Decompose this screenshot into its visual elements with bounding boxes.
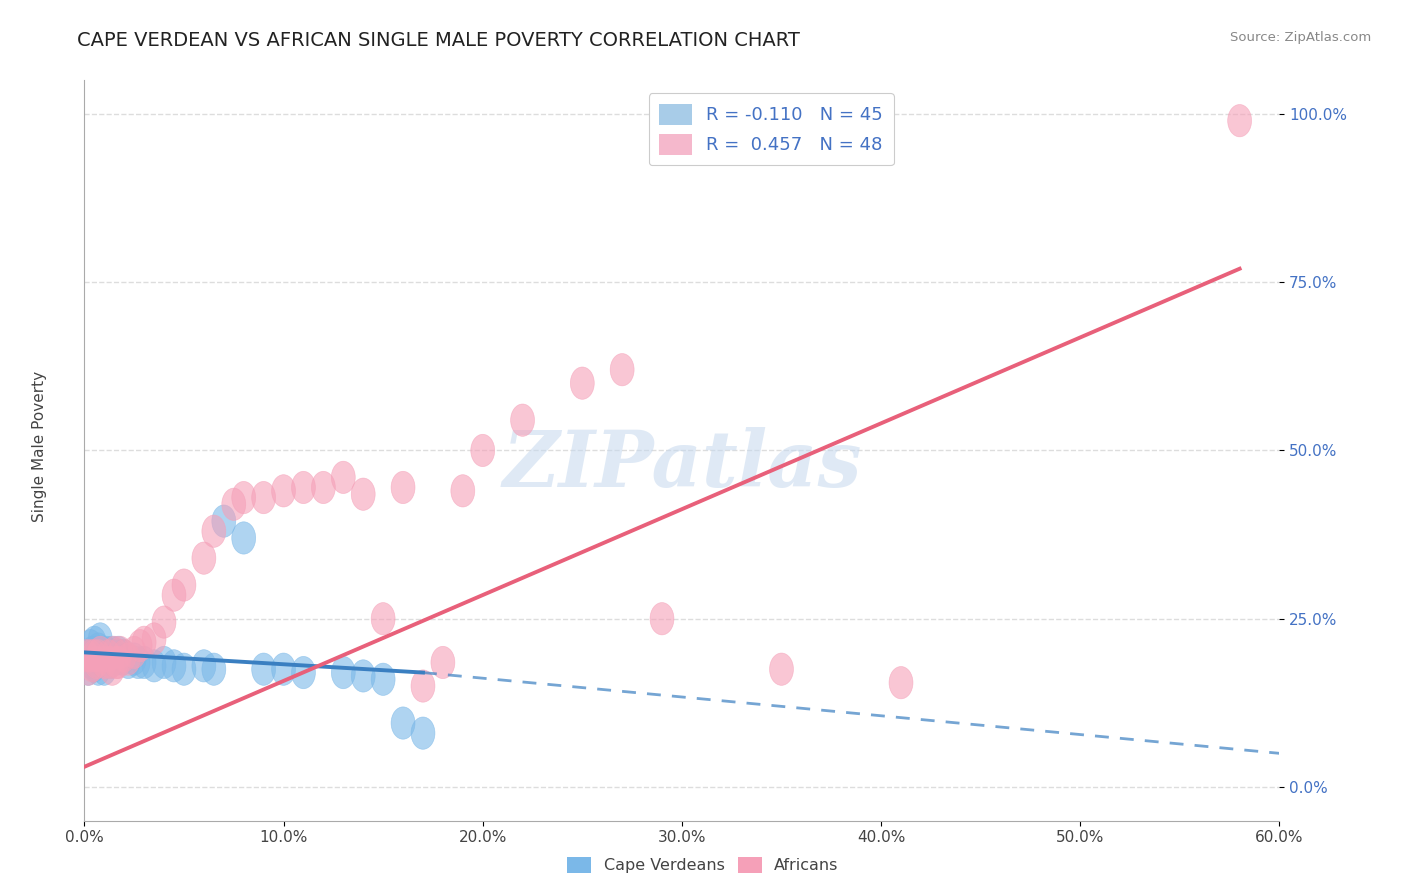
Ellipse shape bbox=[252, 653, 276, 685]
Legend: R = -0.110   N = 45, R =  0.457   N = 48: R = -0.110 N = 45, R = 0.457 N = 48 bbox=[648, 93, 894, 165]
Ellipse shape bbox=[112, 640, 136, 672]
Ellipse shape bbox=[108, 640, 132, 672]
Ellipse shape bbox=[432, 647, 456, 679]
Ellipse shape bbox=[162, 579, 186, 611]
Ellipse shape bbox=[571, 367, 595, 400]
Ellipse shape bbox=[889, 666, 912, 698]
Ellipse shape bbox=[75, 640, 98, 672]
Ellipse shape bbox=[252, 482, 276, 514]
Ellipse shape bbox=[89, 623, 112, 655]
Ellipse shape bbox=[100, 653, 124, 685]
Ellipse shape bbox=[127, 647, 150, 679]
Ellipse shape bbox=[98, 647, 122, 679]
Ellipse shape bbox=[103, 636, 127, 668]
Ellipse shape bbox=[96, 640, 121, 672]
Ellipse shape bbox=[291, 471, 315, 504]
Ellipse shape bbox=[83, 626, 107, 658]
Ellipse shape bbox=[271, 653, 295, 685]
Ellipse shape bbox=[98, 647, 122, 679]
Ellipse shape bbox=[172, 653, 195, 685]
Ellipse shape bbox=[610, 353, 634, 386]
Ellipse shape bbox=[271, 475, 295, 507]
Ellipse shape bbox=[232, 522, 256, 554]
Ellipse shape bbox=[104, 643, 128, 675]
Ellipse shape bbox=[107, 647, 131, 679]
Ellipse shape bbox=[451, 475, 475, 507]
Ellipse shape bbox=[122, 643, 146, 675]
Ellipse shape bbox=[79, 630, 103, 662]
Ellipse shape bbox=[76, 653, 100, 685]
Ellipse shape bbox=[100, 636, 124, 668]
Text: CAPE VERDEAN VS AFRICAN SINGLE MALE POVERTY CORRELATION CHART: CAPE VERDEAN VS AFRICAN SINGLE MALE POVE… bbox=[77, 31, 800, 50]
Ellipse shape bbox=[411, 670, 434, 702]
Ellipse shape bbox=[222, 488, 246, 520]
Ellipse shape bbox=[132, 626, 156, 658]
Ellipse shape bbox=[332, 657, 356, 689]
Ellipse shape bbox=[202, 653, 226, 685]
Ellipse shape bbox=[79, 647, 103, 679]
Ellipse shape bbox=[332, 461, 356, 493]
Ellipse shape bbox=[75, 640, 98, 672]
Ellipse shape bbox=[769, 653, 793, 685]
Text: Source: ZipAtlas.com: Source: ZipAtlas.com bbox=[1230, 31, 1371, 45]
Ellipse shape bbox=[104, 647, 128, 679]
Ellipse shape bbox=[212, 505, 236, 537]
Ellipse shape bbox=[1227, 104, 1251, 136]
Ellipse shape bbox=[371, 603, 395, 635]
Ellipse shape bbox=[142, 623, 166, 655]
Ellipse shape bbox=[193, 542, 217, 574]
Ellipse shape bbox=[79, 640, 103, 672]
Ellipse shape bbox=[510, 404, 534, 436]
Ellipse shape bbox=[291, 657, 315, 689]
Ellipse shape bbox=[172, 569, 195, 601]
Ellipse shape bbox=[107, 636, 131, 668]
Ellipse shape bbox=[411, 717, 434, 749]
Ellipse shape bbox=[391, 706, 415, 739]
Ellipse shape bbox=[352, 660, 375, 692]
Ellipse shape bbox=[312, 471, 336, 504]
Ellipse shape bbox=[352, 478, 375, 510]
Ellipse shape bbox=[110, 643, 134, 675]
Ellipse shape bbox=[84, 647, 108, 679]
Ellipse shape bbox=[86, 640, 110, 672]
Legend: Cape Verdeans, Africans: Cape Verdeans, Africans bbox=[561, 850, 845, 880]
Ellipse shape bbox=[202, 515, 226, 548]
Text: Single Male Poverty: Single Male Poverty bbox=[32, 370, 46, 522]
Ellipse shape bbox=[152, 606, 176, 639]
Ellipse shape bbox=[132, 647, 156, 679]
Ellipse shape bbox=[103, 640, 127, 672]
Ellipse shape bbox=[128, 630, 152, 662]
Ellipse shape bbox=[117, 647, 141, 679]
Ellipse shape bbox=[193, 649, 217, 682]
Ellipse shape bbox=[93, 640, 117, 672]
Ellipse shape bbox=[80, 636, 104, 668]
Ellipse shape bbox=[84, 640, 108, 672]
Ellipse shape bbox=[83, 640, 107, 672]
Ellipse shape bbox=[391, 471, 415, 504]
Ellipse shape bbox=[86, 632, 110, 665]
Ellipse shape bbox=[471, 434, 495, 467]
Ellipse shape bbox=[232, 482, 256, 514]
Ellipse shape bbox=[162, 649, 186, 682]
Ellipse shape bbox=[122, 636, 146, 668]
Ellipse shape bbox=[112, 640, 136, 672]
Ellipse shape bbox=[76, 653, 100, 685]
Ellipse shape bbox=[89, 636, 112, 668]
Ellipse shape bbox=[108, 636, 132, 668]
Ellipse shape bbox=[117, 643, 141, 675]
Ellipse shape bbox=[90, 636, 114, 668]
Ellipse shape bbox=[94, 636, 118, 668]
Ellipse shape bbox=[93, 647, 117, 679]
Ellipse shape bbox=[152, 647, 176, 679]
Text: ZIPatlas: ZIPatlas bbox=[502, 427, 862, 503]
Ellipse shape bbox=[371, 663, 395, 696]
Ellipse shape bbox=[89, 643, 112, 675]
Ellipse shape bbox=[142, 649, 166, 682]
Ellipse shape bbox=[83, 649, 107, 682]
Ellipse shape bbox=[650, 603, 673, 635]
Ellipse shape bbox=[80, 649, 104, 682]
Ellipse shape bbox=[96, 640, 121, 672]
Ellipse shape bbox=[86, 653, 110, 685]
Ellipse shape bbox=[93, 653, 117, 685]
